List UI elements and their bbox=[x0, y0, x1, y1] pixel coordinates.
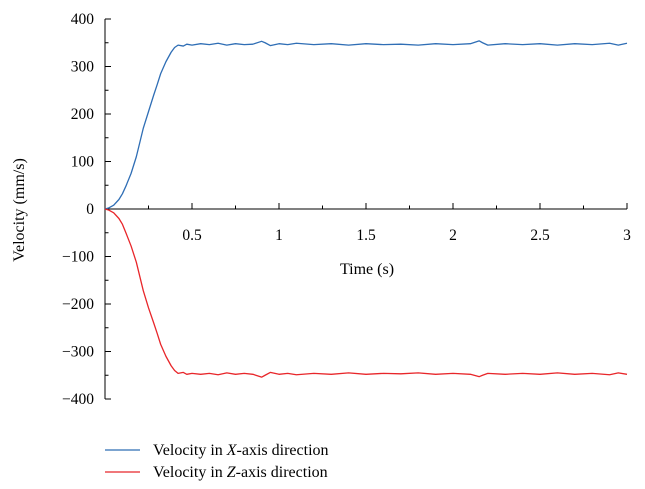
y-tick-label: −300 bbox=[62, 344, 94, 361]
series-line-z bbox=[104, 208, 628, 378]
legend: Velocity in X-axis direction Velocity in … bbox=[105, 442, 329, 481]
legend-label-x: Velocity in X-axis direction bbox=[153, 442, 329, 459]
y-axis-title: Velocity (mm/s) bbox=[11, 158, 28, 262]
x-axis-title: Time (s) bbox=[340, 261, 394, 278]
series-layer bbox=[104, 40, 628, 378]
x-tick-label: 2 bbox=[449, 227, 457, 244]
y-tick-label: 0 bbox=[86, 201, 94, 218]
y-tick-label: −200 bbox=[62, 296, 94, 313]
y-tick-label: 100 bbox=[71, 154, 95, 171]
y-tick-label: 300 bbox=[71, 59, 95, 76]
legend-label-z: Velocity in Z-axis direction bbox=[153, 464, 328, 481]
x-tick-label: 2.5 bbox=[530, 227, 550, 244]
y-tick-label: −100 bbox=[62, 249, 94, 266]
series-line-x bbox=[104, 40, 628, 210]
x-tick-label: 1.5 bbox=[356, 227, 376, 244]
x-axis: 0.5 1 1.5 2 2.5 3 bbox=[104, 203, 631, 244]
x-tick-label: 1 bbox=[275, 227, 283, 244]
x-tick-label: 3 bbox=[623, 227, 631, 244]
y-tick-label: 200 bbox=[71, 106, 95, 123]
y-axis: 400 300 200 100 0 −100 −200 −300 −400 bbox=[62, 11, 111, 408]
y-tick-label: 400 bbox=[71, 11, 95, 28]
x-tick-label: 0.5 bbox=[182, 227, 202, 244]
y-tick-label: −400 bbox=[62, 391, 94, 408]
